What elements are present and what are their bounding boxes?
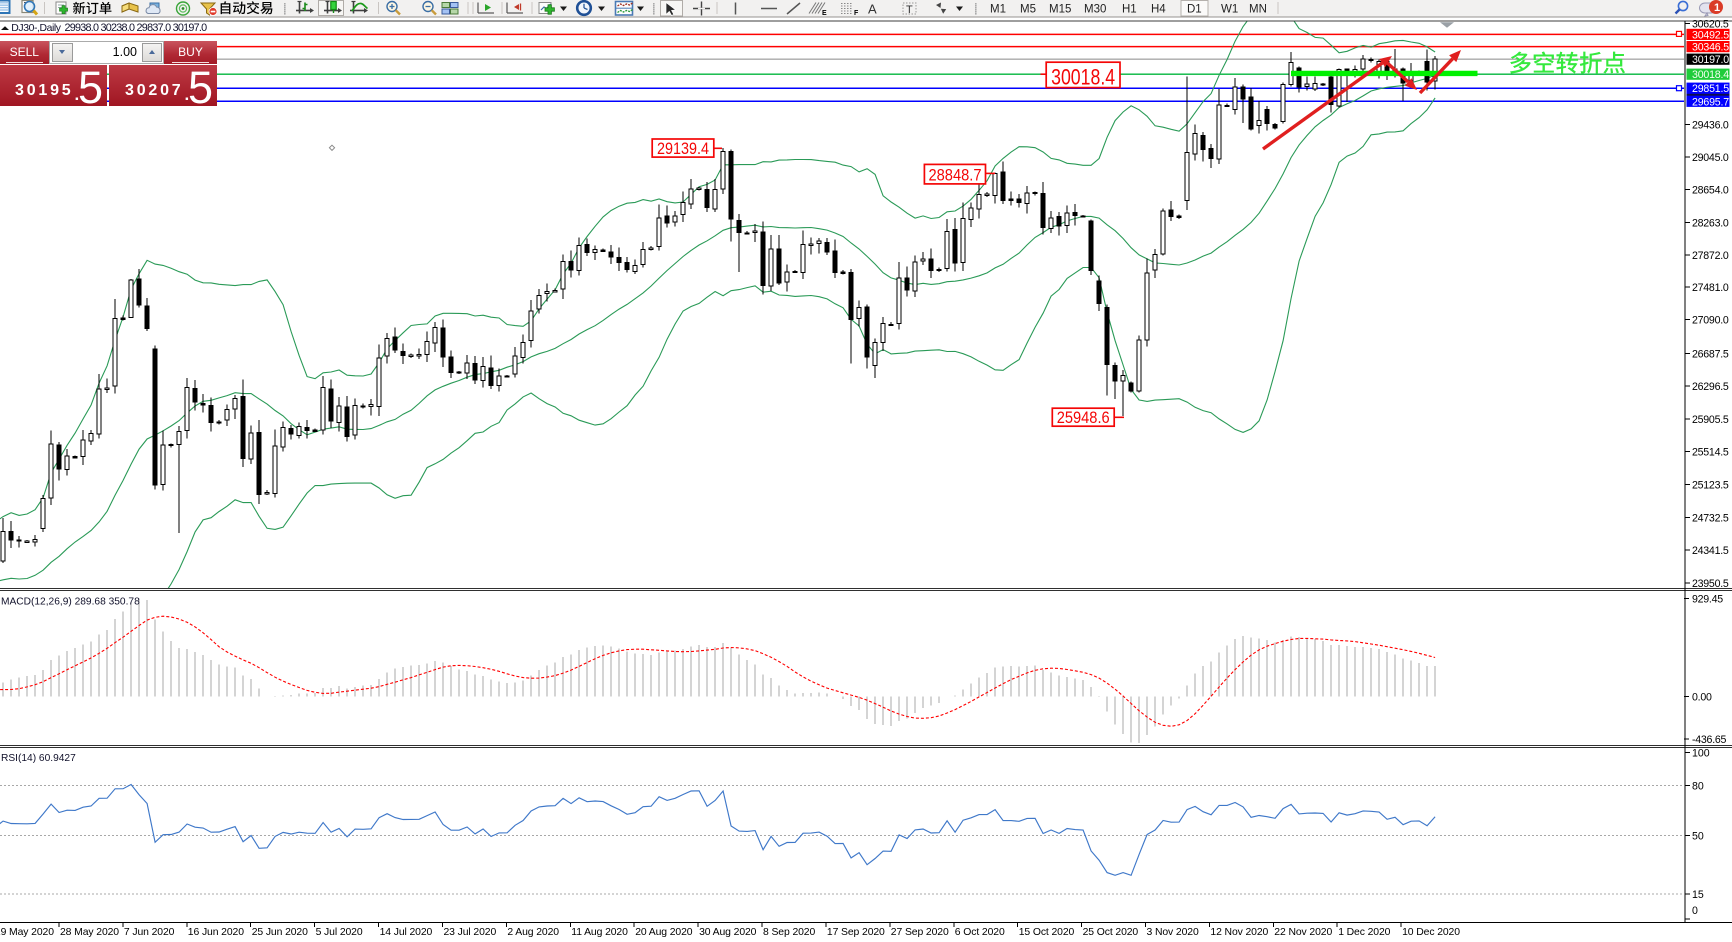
- svg-text:MN: MN: [1249, 4, 1267, 16]
- svg-text:7 Jun 2020: 7 Jun 2020: [124, 927, 175, 938]
- svg-text:27090.0: 27090.0: [1692, 315, 1729, 327]
- svg-text:29436.0: 29436.0: [1692, 119, 1729, 131]
- svg-text:M5: M5: [1020, 4, 1036, 16]
- svg-text:25905.5: 25905.5: [1692, 414, 1729, 426]
- svg-text:1 Dec 2020: 1 Dec 2020: [1338, 927, 1390, 938]
- svg-text:25123.5: 25123.5: [1692, 480, 1729, 492]
- svg-text:26296.5: 26296.5: [1692, 381, 1729, 393]
- svg-text:F: F: [854, 10, 859, 17]
- svg-text:80: 80: [1692, 781, 1704, 793]
- svg-text:A: A: [868, 2, 877, 17]
- svg-text:H4: H4: [1151, 4, 1166, 16]
- svg-text:17 Sep 2020: 17 Sep 2020: [827, 927, 885, 938]
- svg-text:RSI(14) 60.9427: RSI(14) 60.9427: [1, 753, 76, 764]
- svg-text:30197.0: 30197.0: [1692, 54, 1729, 66]
- svg-text:30492.5: 30492.5: [1692, 29, 1729, 41]
- svg-text:2 Aug 2020: 2 Aug 2020: [507, 927, 559, 938]
- svg-text:14 Jul 2020: 14 Jul 2020: [380, 927, 433, 938]
- svg-text:23 Jul 2020: 23 Jul 2020: [444, 927, 497, 938]
- svg-text:W1: W1: [1221, 4, 1238, 16]
- svg-text:25948.6: 25948.6: [1057, 409, 1110, 427]
- svg-text:10 Dec 2020: 10 Dec 2020: [1402, 927, 1460, 938]
- svg-text:28848.7: 28848.7: [929, 166, 982, 185]
- svg-text:30018.4: 30018.4: [1051, 64, 1115, 89]
- svg-text:929.45: 929.45: [1692, 593, 1723, 605]
- svg-text:28654.0: 28654.0: [1692, 185, 1729, 197]
- svg-text:23950.5: 23950.5: [1692, 578, 1729, 590]
- svg-text:24732.5: 24732.5: [1692, 512, 1729, 524]
- svg-text:25 Oct 2020: 25 Oct 2020: [1083, 927, 1139, 938]
- svg-text:12 Nov 2020: 12 Nov 2020: [1210, 927, 1268, 938]
- svg-text:27481.0: 27481.0: [1692, 282, 1729, 294]
- svg-text:16 Jun 2020: 16 Jun 2020: [188, 927, 244, 938]
- svg-text:29938.0 30238.0 29837.0 30197.: 29938.0 30238.0 29837.0 30197.0: [65, 22, 208, 34]
- svg-text:8 Sep 2020: 8 Sep 2020: [763, 927, 815, 938]
- svg-text:30018.4: 30018.4: [1692, 69, 1729, 81]
- svg-text:29695.7: 29695.7: [1692, 96, 1729, 108]
- svg-text:24341.5: 24341.5: [1692, 545, 1729, 557]
- svg-text:D1: D1: [1187, 4, 1202, 16]
- svg-text:27 Sep 2020: 27 Sep 2020: [891, 927, 949, 938]
- svg-text:M1: M1: [990, 4, 1006, 16]
- svg-text:E: E: [822, 10, 827, 17]
- svg-text:15: 15: [1692, 889, 1704, 901]
- svg-text:25 Jun 2020: 25 Jun 2020: [252, 927, 308, 938]
- svg-text:-436.65: -436.65: [1692, 734, 1727, 746]
- svg-text:29851.5: 29851.5: [1692, 83, 1729, 95]
- svg-text:50: 50: [1692, 831, 1704, 843]
- svg-text:30 Aug 2020: 30 Aug 2020: [699, 927, 757, 938]
- svg-text:6 Oct 2020: 6 Oct 2020: [955, 927, 1005, 938]
- svg-text:30620.5: 30620.5: [1692, 19, 1729, 31]
- svg-text:0.00: 0.00: [1692, 692, 1712, 704]
- svg-text:3 Nov 2020: 3 Nov 2020: [1147, 927, 1199, 938]
- svg-text:MACD(12,26,9) 289.68 350.78: MACD(12,26,9) 289.68 350.78: [1, 597, 140, 608]
- svg-text:22 Nov 2020: 22 Nov 2020: [1274, 927, 1332, 938]
- svg-text:15 Oct 2020: 15 Oct 2020: [1019, 927, 1075, 938]
- svg-text:0: 0: [1692, 905, 1698, 917]
- svg-text:29139.4: 29139.4: [657, 140, 709, 158]
- svg-text:5 Jul 2020: 5 Jul 2020: [316, 927, 363, 938]
- svg-text:19 May 2020: 19 May 2020: [0, 927, 54, 938]
- svg-text:27872.0: 27872.0: [1692, 250, 1729, 262]
- svg-text:28 May 2020: 28 May 2020: [60, 927, 119, 938]
- svg-text:30346.5: 30346.5: [1692, 42, 1729, 54]
- svg-text:1: 1: [1714, 2, 1720, 14]
- svg-text:26687.5: 26687.5: [1692, 348, 1729, 360]
- svg-text:11 Aug 2020: 11 Aug 2020: [571, 927, 628, 938]
- svg-text:M15: M15: [1049, 4, 1071, 16]
- svg-text:20 Aug 2020: 20 Aug 2020: [635, 927, 693, 938]
- svg-text:H1: H1: [1122, 4, 1137, 16]
- svg-text:T: T: [906, 4, 913, 16]
- svg-text:M30: M30: [1084, 4, 1106, 16]
- svg-text:25514.5: 25514.5: [1692, 447, 1729, 459]
- svg-text:100: 100: [1692, 748, 1710, 760]
- svg-text:DJ30-,Daily: DJ30-,Daily: [11, 23, 62, 34]
- svg-text:29045.0: 29045.0: [1692, 152, 1729, 164]
- svg-text:28263.0: 28263.0: [1692, 217, 1729, 229]
